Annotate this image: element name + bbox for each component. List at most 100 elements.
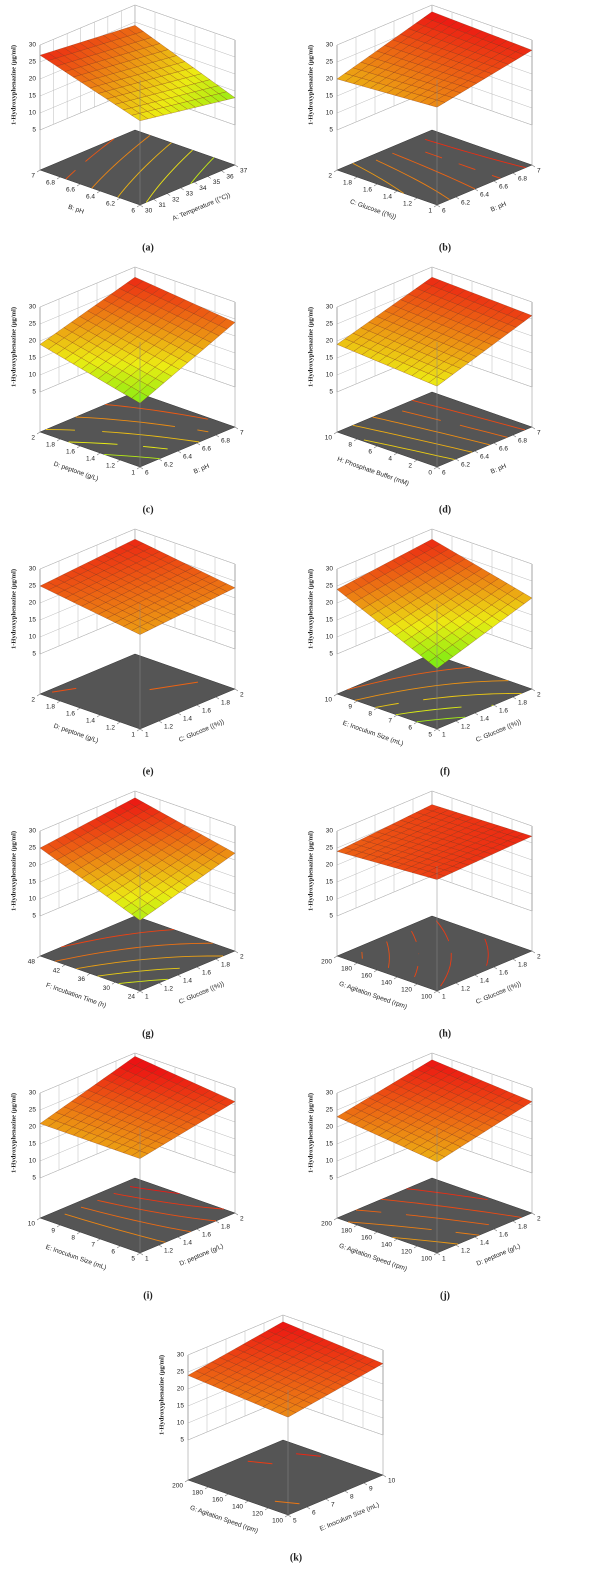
- tick-mark: [493, 966, 498, 970]
- x-tick-label: 7: [240, 430, 244, 437]
- z-axis-label: 1-Hydroxyphenazine (µg/ml): [10, 307, 17, 387]
- z-tick-label: 15: [29, 1141, 37, 1148]
- x-axis-label: B: pH: [490, 201, 508, 214]
- surface-panel: 5 10 15 20 25 30 5 6 7 8 9 10 100 120 140 160 180 200 E: I…: [158, 1314, 396, 1563]
- tick-mark: [96, 1238, 101, 1242]
- z-tick-label: 30: [29, 42, 37, 49]
- tick-mark: [306, 1506, 311, 1510]
- contour: [435, 920, 452, 987]
- tick-mark: [493, 180, 498, 184]
- x-tick-label: 1.6: [499, 1232, 508, 1239]
- contour: [375, 692, 522, 708]
- z-tick-label: 10: [326, 110, 334, 117]
- y-axis-label: F: Incubation Time (h): [45, 982, 107, 1010]
- surface: [336, 804, 533, 880]
- tick-mark: [36, 955, 41, 959]
- contour: [104, 454, 160, 460]
- contour: [406, 1188, 488, 1201]
- y-tick-label: 36: [78, 976, 86, 983]
- contour: [190, 157, 215, 184]
- contour: [55, 942, 213, 962]
- tick-mark: [196, 966, 201, 970]
- contour: [484, 938, 489, 966]
- contour: [296, 1453, 321, 1457]
- y-tick-label: 200: [321, 1221, 332, 1228]
- y-tick-label: 5: [428, 732, 432, 739]
- tick-mark: [116, 1245, 121, 1249]
- x-tick-label: 32: [172, 196, 180, 203]
- x-tick-label: 1: [145, 994, 149, 1001]
- panel-label: (g): [142, 1028, 154, 1039]
- x-tick-label: 1.8: [518, 1224, 527, 1231]
- tick-mark: [196, 442, 201, 446]
- tick-mark: [373, 707, 378, 711]
- panel-label: (b): [439, 242, 451, 253]
- y-axis-label: G: Agitation Speed (rpm): [338, 981, 408, 1011]
- y-tick-label: 1.2: [403, 201, 412, 208]
- contour: [395, 704, 494, 716]
- x-tick-label: 1.8: [518, 700, 527, 707]
- y-tick-label: 9: [348, 704, 352, 711]
- tick-mark: [433, 466, 438, 470]
- tick-mark: [234, 426, 239, 430]
- contour: [76, 955, 224, 970]
- contour: [65, 138, 115, 180]
- surface-panel: 5101520253011.21.41.61.8211.21.41.61.82C…: [10, 528, 244, 777]
- y-tick-label: 1: [131, 470, 135, 477]
- y-tick-label: 42: [53, 967, 61, 974]
- z-axis-label: 1-Hydroxyphenazine (µg/ml): [307, 1093, 314, 1173]
- tick-mark: [56, 176, 61, 180]
- tick-mark: [264, 1507, 269, 1511]
- contour: [372, 416, 490, 446]
- x-tick-label: 2: [240, 692, 244, 699]
- z-tick-label: 15: [29, 355, 37, 362]
- x-tick-label: 1: [442, 994, 446, 1001]
- tick-mark: [36, 1217, 41, 1221]
- z-tick-label: 30: [29, 1090, 37, 1097]
- tick-mark: [96, 714, 101, 718]
- x-tick-label: 10: [388, 1478, 396, 1485]
- z-tick-label: 5: [329, 127, 333, 134]
- z-tick-label: 15: [29, 879, 37, 886]
- tick-mark: [353, 962, 358, 966]
- y-tick-label: 1.6: [363, 187, 372, 194]
- tick-mark: [474, 974, 479, 978]
- contour: [355, 1209, 489, 1226]
- tick-mark: [333, 693, 338, 697]
- z-tick-label: 30: [326, 1090, 334, 1097]
- panel-label: (e): [142, 766, 153, 777]
- contour: [392, 152, 476, 190]
- panel-label: (h): [439, 1028, 451, 1039]
- y-tick-label: 6.4: [86, 194, 95, 201]
- y-tick-label: 1.4: [86, 456, 95, 463]
- x-tick-label: 1.6: [202, 708, 211, 715]
- tick-mark: [333, 431, 338, 435]
- x-tick-label: 34: [199, 185, 207, 192]
- z-tick-label: 10: [29, 110, 37, 117]
- contour: [129, 1186, 180, 1195]
- x-tick-label: 6.6: [499, 184, 508, 191]
- tick-mark: [139, 204, 144, 208]
- contour: [113, 1192, 224, 1210]
- z-tick-label: 5: [32, 127, 36, 134]
- floor: [187, 1439, 384, 1516]
- tick-mark: [413, 1245, 418, 1249]
- z-tick-label: 10: [326, 896, 334, 903]
- y-tick-label: 48: [28, 959, 36, 966]
- y-axis-label: G: Agitation Speed (rpm): [338, 1243, 408, 1273]
- z-tick-label: 10: [29, 372, 37, 379]
- tick-mark: [215, 696, 220, 700]
- tick-mark: [436, 728, 441, 732]
- x-tick-label: 6.6: [499, 446, 508, 453]
- tick-mark: [413, 983, 418, 987]
- z-tick-label: 20: [177, 1386, 185, 1393]
- y-tick-label: 6: [131, 208, 135, 215]
- z-tick-label: 25: [326, 583, 334, 590]
- z-axis-label: 1-Hydroxyphenazine (µg/ml): [307, 831, 314, 911]
- z-axis-label: 1-Hydroxyphenazine (µg/ml): [10, 831, 17, 911]
- z-tick-label: 20: [326, 862, 334, 869]
- x-tick-label: 1.4: [480, 716, 489, 723]
- contour: [392, 1236, 459, 1245]
- x-tick-label: 8: [350, 1494, 354, 1501]
